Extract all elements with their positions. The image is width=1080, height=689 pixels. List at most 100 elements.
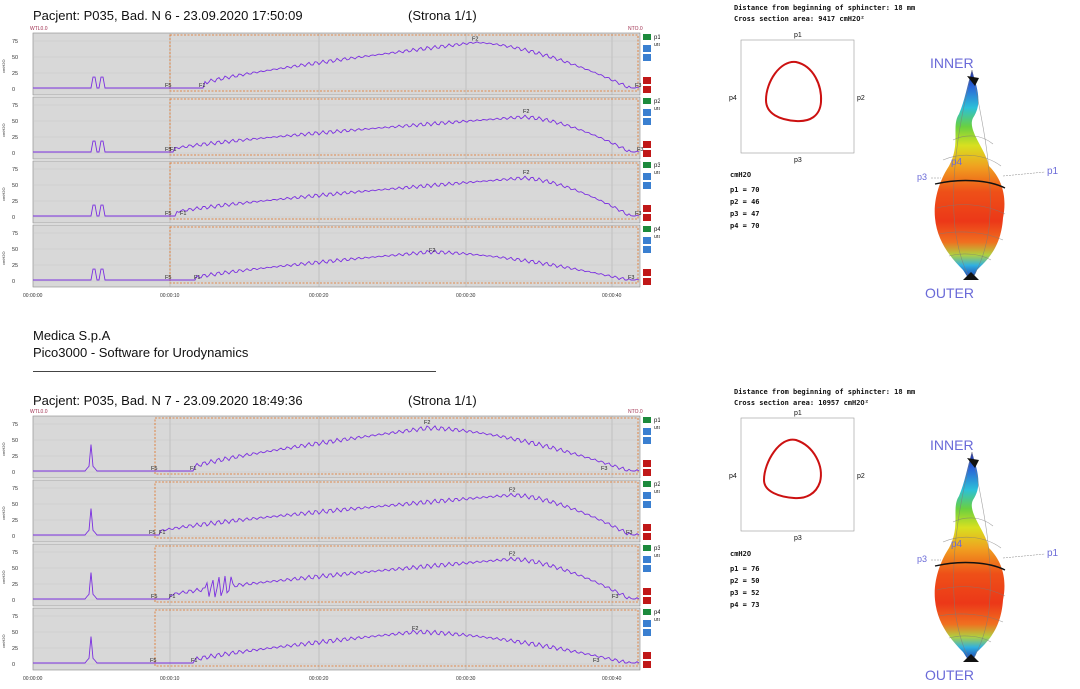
- measurement-window: [169, 98, 639, 156]
- marker-f1: F1: [169, 594, 175, 600]
- measurement-window: [169, 34, 639, 92]
- vector-p3-label: p3: [917, 554, 927, 564]
- scale-down-button: [643, 246, 651, 253]
- corner-label-right: NTO.0: [628, 26, 643, 32]
- y-axis-label: cmH2O: [1, 634, 6, 648]
- y-axis-label: cmH2O: [1, 59, 6, 73]
- measurement-window: [154, 417, 639, 475]
- y-tick-label: 50: [12, 183, 18, 189]
- vector-inner-label: INNER: [930, 55, 974, 71]
- channel-unit: ura: [654, 425, 660, 431]
- y-tick-label: 50: [12, 566, 18, 572]
- channel-name: p1: [654, 35, 660, 41]
- cross-section-label-left: p4: [729, 95, 737, 102]
- channel-unit: ura: [654, 234, 660, 240]
- marker-f2: F2: [412, 626, 418, 632]
- cross-section-frame: [740, 417, 855, 532]
- time-tick-label: 00:00:30: [456, 676, 476, 682]
- marker-f1: F1: [199, 83, 205, 89]
- pressure-trace: [33, 175, 640, 217]
- report-1-page: (Strona 1/1): [408, 8, 477, 23]
- pressure-trace: [33, 114, 640, 153]
- vector-inner-label: INNER: [930, 437, 974, 453]
- y-tick-label: 0: [12, 215, 15, 221]
- time-tick-label: 00:00:20: [309, 676, 329, 682]
- vector-inner-arrow: [967, 458, 979, 468]
- vector-p1-label: p1: [1047, 548, 1059, 559]
- marker-f2: F2: [472, 37, 478, 43]
- offset-down-button: [643, 597, 651, 604]
- marker-f1: F1: [191, 658, 197, 664]
- panel-background: [32, 415, 641, 479]
- y-tick-label: 25: [12, 199, 18, 205]
- y-tick-label: 25: [12, 646, 18, 652]
- marker-f3: F3: [612, 594, 618, 600]
- vector-mesh-line: [938, 613, 1004, 623]
- channel-name: p3: [654, 163, 660, 169]
- y-axis-label: cmH2O: [1, 570, 6, 584]
- offset-down-button: [643, 214, 651, 221]
- measurement-window: [169, 162, 639, 220]
- report-2-cross-section: p1 p2 p3 p4: [729, 410, 865, 542]
- measurement-window: [154, 609, 639, 667]
- panel-background: [32, 224, 641, 288]
- y-tick-label: 50: [12, 247, 18, 253]
- marker-f1: F1: [194, 275, 200, 281]
- channel-name: p4: [654, 610, 660, 616]
- marker-f2: F2: [509, 551, 515, 557]
- cross-section-frame: [740, 39, 855, 154]
- scale-down-button: [643, 565, 651, 572]
- offset-up-button: [643, 205, 651, 212]
- vector-p4-label: p4: [951, 539, 963, 550]
- vector-p4-label: p4: [951, 157, 963, 168]
- y-tick-label: 0: [12, 87, 15, 93]
- y-tick-label: 75: [12, 231, 18, 237]
- scale-up-button: [643, 492, 651, 499]
- vector-p1-leader: [1002, 553, 1046, 559]
- channel-unit: ura: [654, 617, 660, 623]
- scale-down-button: [643, 629, 651, 636]
- channel-toggle-button: [643, 609, 651, 615]
- y-tick-label: 0: [12, 151, 15, 157]
- corner-label-right: NTO.0: [628, 409, 643, 415]
- y-axis-label: cmH2O: [1, 187, 6, 201]
- y-tick-label: 50: [12, 438, 18, 444]
- offset-down-button: [643, 150, 651, 157]
- channel-toggle-button: [643, 34, 651, 40]
- y-axis-label: cmH2O: [1, 506, 6, 520]
- vector-mesh-line: [948, 253, 992, 261]
- y-tick-label: 25: [12, 518, 18, 524]
- vector-body: [934, 70, 1005, 280]
- report-1-cross-section: p1 p2 p3 p4: [729, 32, 865, 164]
- scale-up-button: [643, 237, 651, 244]
- pressure-trace: [33, 249, 640, 281]
- cross-section-label-left: p4: [729, 473, 737, 480]
- time-tick-label: 00:00:10: [160, 293, 180, 299]
- vector-mesh-line: [953, 451, 973, 663]
- channel-unit: ura: [654, 170, 660, 176]
- offset-up-button: [643, 269, 651, 276]
- y-tick-label: 50: [12, 55, 18, 61]
- vector-mesh-line: [948, 635, 992, 643]
- marker-f1: F1: [159, 530, 165, 536]
- time-tick-label: 00:00:40: [602, 676, 622, 682]
- vector-body: [934, 452, 1005, 662]
- cross-section-label-top: p1: [794, 410, 802, 417]
- report-2-pressure-p4: p4 = 73: [730, 601, 760, 609]
- marker-f1: F1: [170, 147, 176, 153]
- scale-down-button: [643, 501, 651, 508]
- marker-f2: F2: [523, 109, 529, 115]
- report-2-vector-3d: INNER OUTER p1 p3 p4: [917, 437, 1059, 683]
- pressure-trace: [33, 492, 640, 536]
- channel-unit: ura: [654, 106, 660, 112]
- scale-up-button: [643, 556, 651, 563]
- channel-unit: ura: [654, 553, 660, 559]
- vector-measure-line: [934, 179, 1006, 189]
- measurement-window: [154, 545, 639, 603]
- time-tick-label: 00:00:40: [602, 293, 622, 299]
- report-2-info: Distance from beginning of sphincter: 18…: [734, 387, 915, 409]
- y-tick-label: 75: [12, 422, 18, 428]
